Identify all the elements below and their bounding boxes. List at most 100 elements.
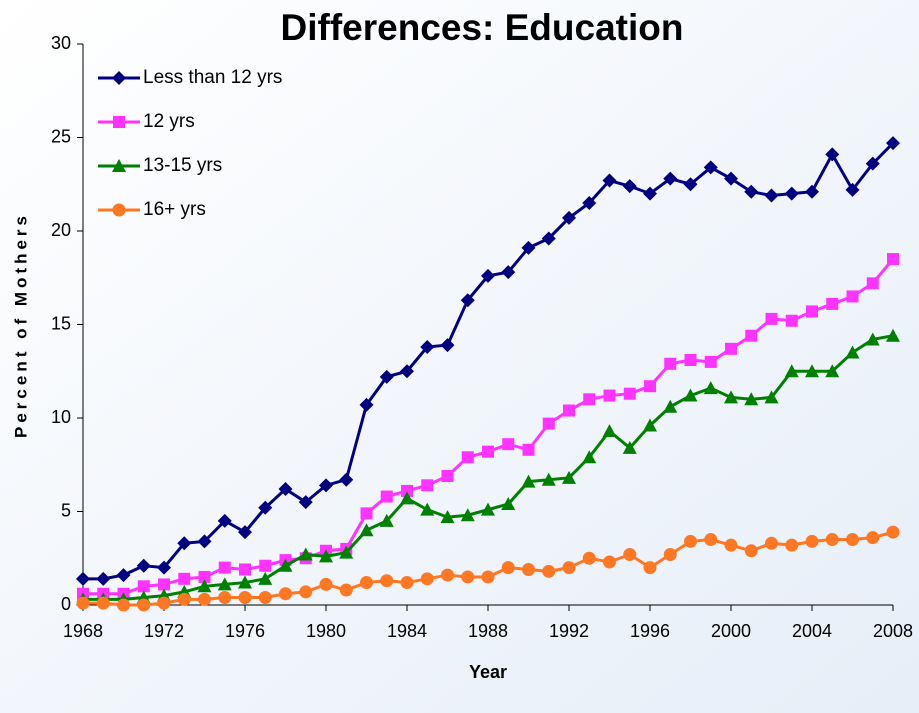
marker (460, 508, 475, 522)
marker (683, 388, 698, 402)
marker (806, 305, 818, 318)
y-axis-label: Percent of Mothers (11, 212, 30, 438)
marker (461, 451, 474, 464)
y-tick-label: 0 (61, 594, 71, 614)
marker (583, 393, 596, 406)
marker (238, 525, 252, 540)
marker (622, 179, 637, 194)
marker (380, 490, 393, 503)
marker (744, 184, 759, 199)
marker (522, 443, 535, 456)
legend-label: 13-15 yrs (143, 155, 222, 176)
marker (664, 357, 677, 370)
marker (400, 491, 414, 505)
marker (420, 339, 435, 354)
x-tick-label: 1968 (63, 621, 103, 641)
marker (562, 470, 576, 484)
x-tick-label: 1992 (549, 621, 589, 641)
marker (603, 555, 616, 569)
marker (643, 418, 657, 432)
marker (460, 293, 475, 308)
marker (319, 478, 333, 493)
x-tick-label: 1984 (387, 621, 427, 641)
marker (360, 576, 373, 590)
marker (440, 510, 455, 524)
marker (886, 525, 900, 539)
marker (339, 545, 354, 559)
x-tick-label: 1996 (630, 621, 670, 641)
marker (198, 592, 211, 606)
y-tick-label: 10 (51, 407, 71, 427)
marker (724, 538, 738, 552)
marker (825, 533, 839, 547)
marker (663, 399, 678, 413)
marker (359, 523, 374, 537)
marker (461, 570, 475, 584)
marker (765, 536, 778, 550)
marker (177, 592, 191, 606)
marker (197, 579, 212, 593)
marker (521, 240, 536, 255)
marker (379, 369, 394, 384)
marker (400, 576, 414, 590)
marker (602, 424, 617, 438)
marker (96, 596, 110, 610)
marker (845, 182, 860, 197)
marker (541, 472, 556, 486)
marker (238, 575, 252, 589)
marker (805, 364, 819, 378)
marker (319, 577, 333, 591)
marker (380, 574, 394, 588)
marker (501, 561, 515, 575)
marker (826, 297, 839, 310)
marker (643, 561, 657, 575)
marker (501, 497, 516, 511)
marker (704, 533, 718, 547)
marker (683, 177, 698, 192)
marker (157, 596, 171, 610)
marker (420, 572, 434, 586)
marker (502, 438, 515, 451)
marker (765, 312, 778, 325)
marker (846, 533, 859, 547)
y-tick-label: 30 (51, 33, 71, 53)
marker (481, 502, 495, 516)
marker (846, 290, 859, 303)
marker (400, 364, 414, 379)
marker (339, 472, 354, 487)
marker (158, 578, 170, 591)
legend-label: 12 yrs (143, 111, 195, 132)
marker (481, 570, 495, 584)
marker (521, 474, 536, 488)
y-tick-label: 5 (61, 500, 71, 520)
marker (441, 568, 454, 582)
marker (441, 469, 454, 482)
marker (541, 231, 556, 246)
x-tick-label: 1988 (468, 621, 508, 641)
marker (805, 184, 819, 199)
legend-label: Less than 12 yrs (143, 67, 282, 88)
marker (582, 450, 597, 464)
marker (137, 580, 150, 593)
marker (684, 354, 697, 367)
x-tick-label: 2000 (711, 621, 751, 641)
marker (805, 534, 819, 548)
chart-title: Differences: Education (281, 7, 684, 48)
x-axis-label: Year (469, 662, 507, 682)
marker (258, 571, 273, 585)
marker (582, 551, 596, 565)
marker (298, 547, 313, 561)
marker (644, 380, 656, 393)
marker (562, 210, 576, 225)
marker (663, 548, 677, 562)
marker (258, 500, 273, 515)
marker (703, 381, 718, 395)
marker (379, 513, 394, 527)
legend-marker (112, 203, 126, 217)
marker (887, 253, 899, 266)
marker (865, 156, 880, 171)
y-tick-label: 20 (51, 220, 71, 240)
marker (136, 558, 151, 573)
marker (238, 591, 252, 605)
marker (785, 538, 799, 552)
